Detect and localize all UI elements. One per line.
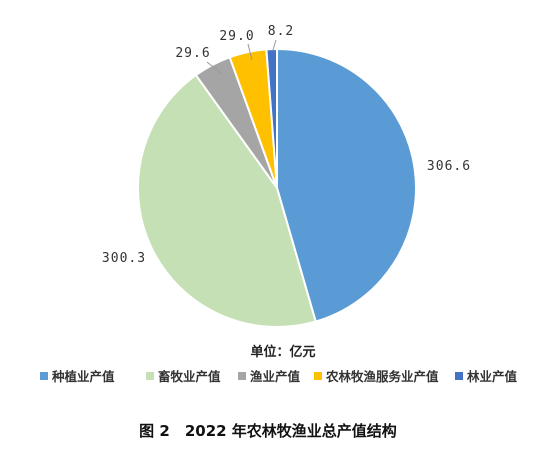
legend-label-4: 农林牧渔服务业产值	[325, 369, 439, 384]
legend-swatch-5	[455, 372, 463, 380]
data-label-5: 8.2	[268, 24, 294, 39]
leader-line-4	[247, 43, 253, 61]
chart-title: 图 2 2022 年农林牧渔业总产值结构	[139, 422, 397, 440]
leader-line-5	[272, 39, 277, 51]
data-label-2: 300.3	[102, 251, 146, 266]
pie-slice-5	[265, 47, 278, 189]
legend-label-1: 种植业产值	[51, 369, 115, 384]
legend: 种植业产值 畜牧业产值 渔业产值 农林牧渔服务业产值 林业产值	[40, 369, 518, 384]
legend-label-3: 渔业产值	[250, 369, 301, 384]
legend-label-2: 畜牧业产值	[158, 369, 221, 384]
legend-swatch-2	[146, 372, 154, 380]
data-label-3: 29.6	[175, 46, 210, 61]
legend-swatch-1	[40, 372, 48, 380]
unit-label: 单位：亿元	[250, 344, 315, 360]
legend-label-5: 林业产值	[467, 369, 518, 384]
leader-line-3	[206, 61, 223, 75]
data-label-4: 29.0	[219, 29, 254, 44]
legend-swatch-4	[314, 372, 322, 380]
leader-lines	[206, 39, 277, 75]
pie-slices	[137, 47, 417, 328]
legend-swatch-3	[238, 372, 246, 380]
pie-slice-2	[137, 73, 317, 328]
pie-slice-1	[276, 47, 417, 323]
data-label-1: 306.6	[427, 159, 471, 174]
data-labels: 306.6 300.3 29.6 29.0 8.2	[102, 24, 471, 266]
